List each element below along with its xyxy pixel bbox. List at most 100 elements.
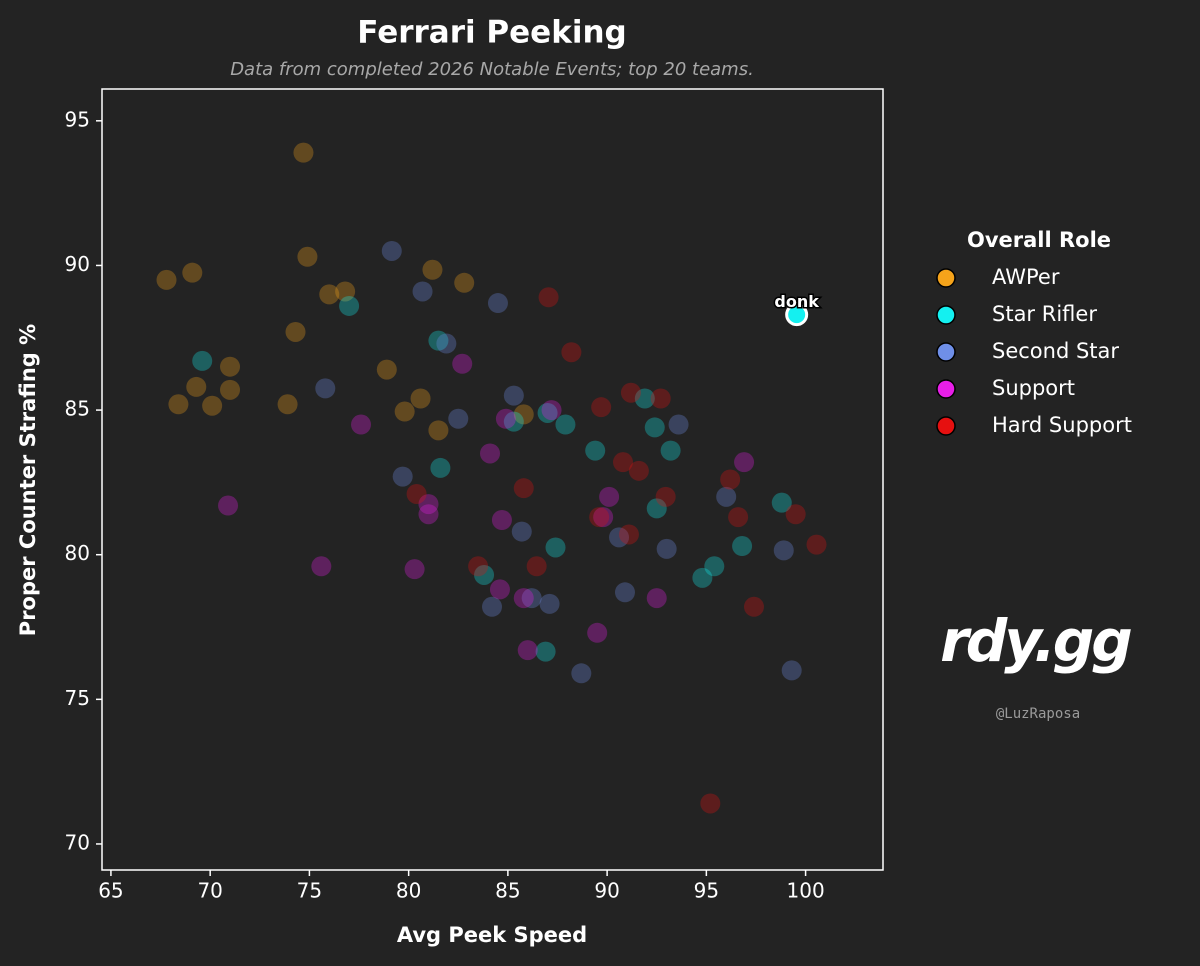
point [513, 404, 534, 425]
legend-label: AWPer [992, 265, 1060, 289]
point [660, 440, 681, 461]
point [618, 524, 639, 545]
x-tick-label: 95 [694, 879, 719, 903]
point [646, 498, 667, 519]
y-tick-label: 85 [65, 397, 90, 421]
point [394, 401, 415, 422]
point [716, 486, 737, 507]
point [293, 142, 314, 163]
point [593, 507, 614, 528]
point [806, 534, 827, 555]
point [773, 540, 794, 561]
logo: rdy.gg [940, 607, 1131, 675]
point [220, 379, 241, 400]
legend-label: Second Star [992, 339, 1119, 363]
y-axis-label: Proper Counter Strafing % [16, 324, 40, 636]
point [587, 622, 608, 643]
point [418, 504, 439, 525]
point [656, 538, 677, 559]
point [612, 452, 633, 473]
legend-marker [936, 342, 956, 362]
point [785, 504, 806, 525]
point [482, 596, 503, 617]
point [339, 295, 360, 316]
point [489, 579, 510, 600]
point [376, 359, 397, 380]
point [319, 284, 340, 305]
chart-subtitle: Data from completed 2026 Notable Events;… [230, 59, 754, 80]
point [351, 414, 372, 435]
y-tick-label: 75 [65, 686, 90, 710]
point [771, 492, 792, 513]
point [491, 509, 512, 530]
point [297, 246, 318, 267]
point [589, 507, 610, 528]
point [599, 486, 620, 507]
point [503, 385, 524, 406]
point [381, 240, 402, 261]
point [655, 486, 676, 507]
x-tick-label: 65 [98, 879, 123, 903]
highlighted-point [785, 303, 809, 327]
point [646, 588, 667, 609]
point [734, 452, 755, 473]
point [156, 269, 177, 290]
point [644, 417, 665, 438]
point [555, 414, 576, 435]
author-handle: @LuzRaposa [996, 706, 1080, 722]
point [668, 414, 689, 435]
point [335, 281, 356, 302]
point [428, 330, 449, 351]
point [404, 559, 425, 580]
point [541, 400, 562, 421]
point [585, 440, 606, 461]
point [277, 394, 298, 415]
point [182, 262, 203, 283]
point [620, 382, 641, 403]
y-tick-label: 95 [65, 107, 90, 131]
x-tick-label: 75 [297, 879, 322, 903]
point [412, 281, 433, 302]
point [571, 663, 592, 684]
point [511, 521, 532, 542]
point [474, 564, 495, 585]
point [517, 640, 538, 661]
point [720, 469, 741, 490]
legend-title: Overall Role [967, 228, 1111, 252]
point [428, 420, 449, 441]
point [487, 293, 508, 314]
point [609, 527, 630, 548]
point [452, 353, 473, 374]
point [220, 356, 241, 377]
point [521, 588, 542, 609]
x-axis-label: Avg Peek Speed [397, 923, 587, 947]
chart-title: Ferrari Peeking [357, 15, 626, 51]
legend-label: Hard Support [992, 413, 1132, 437]
point [692, 567, 713, 588]
point [218, 495, 239, 516]
point-label: donk [774, 292, 819, 311]
point [728, 507, 749, 528]
x-tick-label: 85 [495, 879, 520, 903]
point [186, 376, 207, 397]
point [315, 378, 336, 399]
point [311, 556, 332, 577]
point [704, 556, 725, 577]
y-tick-label: 80 [65, 541, 90, 565]
point [392, 466, 413, 487]
point [614, 582, 635, 603]
point [436, 333, 457, 354]
point [537, 402, 558, 423]
point [538, 287, 559, 308]
point [526, 556, 547, 577]
point [454, 272, 475, 293]
point [168, 394, 189, 415]
point [539, 593, 560, 614]
point [634, 388, 655, 409]
point [561, 342, 582, 363]
point [448, 408, 469, 429]
point [650, 388, 671, 409]
point [513, 588, 534, 609]
legend-marker [936, 379, 956, 399]
